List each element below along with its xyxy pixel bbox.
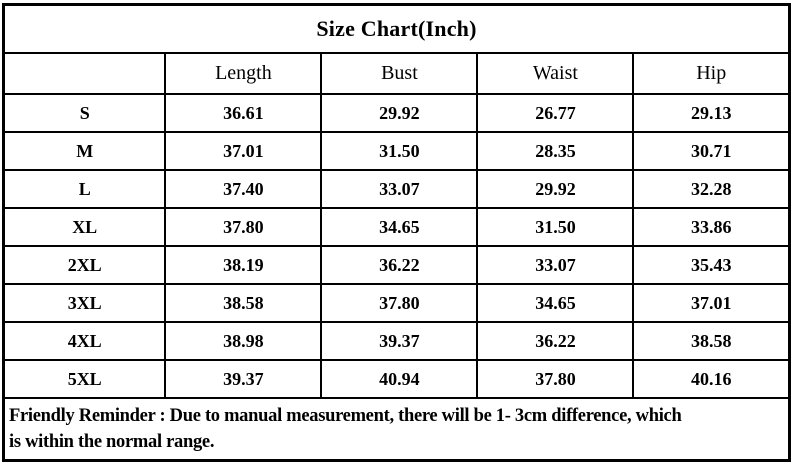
column-header-waist: Waist — [476, 52, 635, 95]
value-cell: 37.80 — [476, 359, 635, 399]
size-label: L — [2, 169, 167, 209]
value-cell: 38.19 — [164, 245, 323, 285]
size-label: 5XL — [2, 359, 167, 399]
value-cell: 37.80 — [164, 207, 323, 247]
column-header-length: Length — [164, 52, 323, 95]
value-cell: 37.01 — [632, 283, 791, 323]
page-title: Size Chart(Inch) — [2, 3, 791, 54]
column-header-size — [2, 52, 167, 95]
value-cell: 40.94 — [320, 359, 479, 399]
value-cell: 34.65 — [320, 207, 479, 247]
reminder-row: Friendly Reminder : Due to manual measur… — [2, 397, 791, 462]
value-cell: 31.50 — [476, 207, 635, 247]
value-cell: 37.01 — [164, 131, 323, 171]
column-header-hip: Hip — [632, 52, 791, 95]
value-cell: 38.58 — [632, 321, 791, 361]
reminder-line-1: Friendly Reminder : Due to manual measur… — [9, 406, 682, 426]
value-cell: 29.92 — [320, 93, 479, 133]
value-cell: 39.37 — [164, 359, 323, 399]
value-cell: 26.77 — [476, 93, 635, 133]
table-row-5xl: 5XL 39.37 40.94 37.80 40.16 — [2, 359, 791, 399]
column-header-bust: Bust — [320, 52, 479, 95]
reminder-note: Friendly Reminder : Due to manual measur… — [2, 397, 791, 462]
value-cell: 33.07 — [320, 169, 479, 209]
size-label: XL — [2, 207, 167, 247]
size-label: 4XL — [2, 321, 167, 361]
value-cell: 33.07 — [476, 245, 635, 285]
value-cell: 39.37 — [320, 321, 479, 361]
value-cell: 38.58 — [164, 283, 323, 323]
reminder-line-2: is within the normal range. — [9, 432, 215, 452]
table-row-s: S 36.61 29.92 26.77 29.13 — [2, 93, 791, 133]
value-cell: 31.50 — [320, 131, 479, 171]
value-cell: 37.80 — [320, 283, 479, 323]
size-label: M — [2, 131, 167, 171]
table-row-l: L 37.40 33.07 29.92 32.28 — [2, 169, 791, 209]
size-chart-table: Size Chart(Inch) Length Bust Waist Hip S… — [2, 3, 791, 462]
value-cell: 29.92 — [476, 169, 635, 209]
value-cell: 36.22 — [476, 321, 635, 361]
value-cell: 38.98 — [164, 321, 323, 361]
value-cell: 28.35 — [476, 131, 635, 171]
table-row-xl: XL 37.80 34.65 31.50 33.86 — [2, 207, 791, 247]
value-cell: 29.13 — [632, 93, 791, 133]
value-cell: 32.28 — [632, 169, 791, 209]
value-cell: 36.22 — [320, 245, 479, 285]
column-header-row: Length Bust Waist Hip — [2, 52, 791, 95]
value-cell: 37.40 — [164, 169, 323, 209]
table-row-4xl: 4XL 38.98 39.37 36.22 38.58 — [2, 321, 791, 361]
size-label: S — [2, 93, 167, 133]
size-label: 2XL — [2, 245, 167, 285]
value-cell: 33.86 — [632, 207, 791, 247]
table-row-2xl: 2XL 38.19 36.22 33.07 35.43 — [2, 245, 791, 285]
value-cell: 34.65 — [476, 283, 635, 323]
value-cell: 35.43 — [632, 245, 791, 285]
table-row-3xl: 3XL 38.58 37.80 34.65 37.01 — [2, 283, 791, 323]
value-cell: 40.16 — [632, 359, 791, 399]
size-label: 3XL — [2, 283, 167, 323]
title-row: Size Chart(Inch) — [2, 3, 791, 54]
value-cell: 30.71 — [632, 131, 791, 171]
value-cell: 36.61 — [164, 93, 323, 133]
table-row-m: M 37.01 31.50 28.35 30.71 — [2, 131, 791, 171]
